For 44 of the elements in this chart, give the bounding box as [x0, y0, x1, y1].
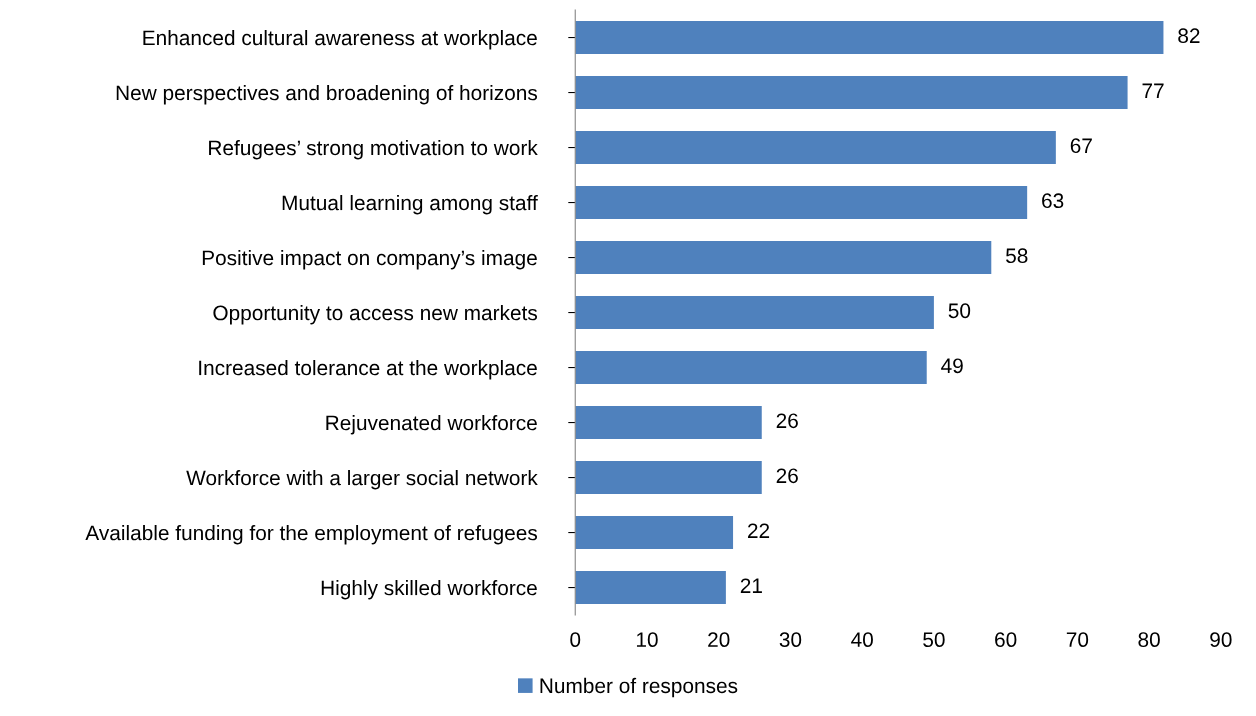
x-tick-label: 20 [708, 632, 730, 648]
data-label: 21 [740, 578, 762, 593]
bar [575, 516, 734, 550]
y-tick-label: Positive impact on company’s image [202, 249, 537, 270]
legend-label: Number of responses [540, 677, 738, 698]
data-label: 58 [1006, 248, 1028, 264]
x-tick-label: 60 [995, 632, 1017, 648]
x-tick-label: 50 [923, 632, 945, 648]
x-tick-label: 10 [636, 632, 658, 648]
bar [575, 571, 726, 605]
bar [575, 461, 762, 495]
bar [575, 351, 927, 385]
x-tick-label: 70 [1066, 632, 1089, 648]
data-label: 49 [941, 358, 963, 374]
data-label: 63 [1042, 193, 1064, 209]
y-tick-label: Enhanced cultural awareness at workplace [143, 29, 537, 50]
data-label: 26 [776, 413, 798, 429]
y-tick-label: Rejuvenated workforce [326, 414, 537, 435]
y-tick-label: Available funding for the employment of refugees [85, 524, 538, 545]
data-label: 22 [747, 523, 770, 538]
x-tick-label: 0 [570, 632, 581, 648]
x-tick-label: 30 [779, 632, 802, 648]
y-tick-label: Workforce with a larger social network [186, 469, 538, 490]
x-tick-label: 80 [1138, 632, 1160, 648]
y-tick-label: Highly skilled workforce [321, 579, 537, 600]
x-tick-label: 40 [851, 632, 873, 648]
x-tick-label: 90 [1210, 632, 1232, 648]
y-tick-label: Opportunity to access new markets [213, 304, 538, 325]
y-tick-label: Refugees’ strong motivation to work [209, 139, 538, 160]
bar [575, 131, 1056, 165]
data-label: 50 [948, 303, 971, 319]
y-tick-label: New perspectives and broadening of horizons [116, 84, 538, 105]
data-label: 26 [776, 468, 798, 484]
bar [575, 241, 992, 275]
bar [575, 76, 1128, 110]
bar [575, 406, 762, 440]
data-label: 82 [1178, 28, 1200, 44]
bar [575, 296, 934, 330]
data-label: 67 [1070, 138, 1092, 154]
y-tick-label: Mutual learning among staff [282, 194, 538, 215]
y-tick-label: Increased tolerance at the workplace [199, 359, 537, 380]
data-label: 77 [1142, 83, 1164, 98]
bar [575, 186, 1028, 220]
bar [575, 21, 1164, 55]
